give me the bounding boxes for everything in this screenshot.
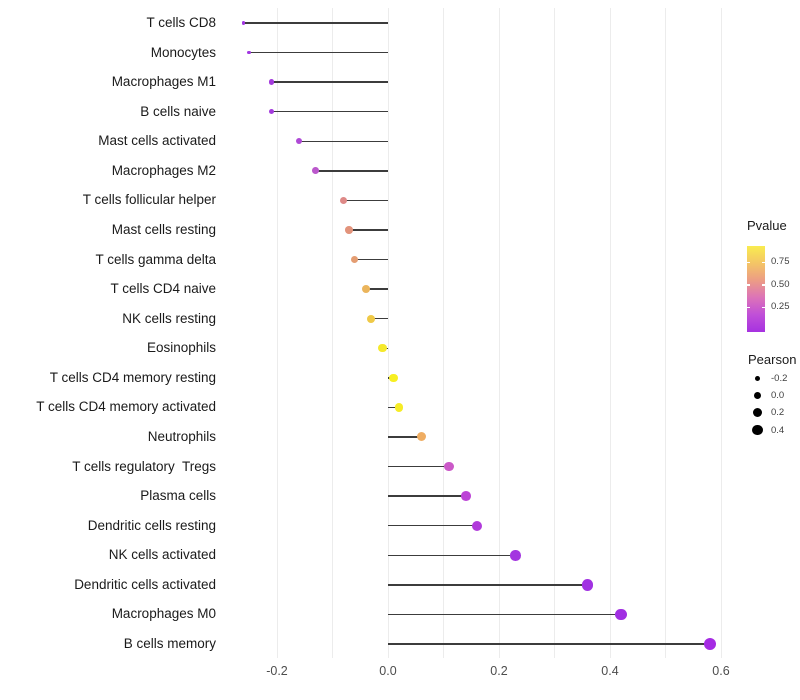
lollipop-stem [388,465,450,468]
lollipop-dot [268,79,275,85]
x-tick-label: 0.0 [379,664,397,678]
pvalue-legend-title: Pvalue [747,218,787,233]
lollipop-dot [460,491,471,502]
lollipop-dot [361,285,370,294]
category-label: T cells regulatory Tregs [72,458,216,474]
lollipop-dot [394,403,404,412]
category-label: T cells CD4 memory activated [36,399,216,415]
lollipop-dot [416,432,426,442]
lollipop-stem [365,288,388,290]
colorbar-tick-label: 0.75 [771,256,790,268]
category-label: T cells gamma delta [95,251,216,267]
colorbar-tick-label: 0.50 [771,278,790,290]
pearson-size-label: 0.0 [771,390,785,401]
pearson-size-label: 0.4 [771,424,785,436]
lollipop-stem [388,613,622,616]
x-gridline [332,8,333,658]
category-label: T cells follicular helper [82,192,216,208]
pvalue-colorbar [747,246,765,332]
lollipop-stem [388,436,422,438]
lollipop-stem [271,81,388,83]
category-label: Dendritic cells activated [74,576,216,592]
lollipop-dot [510,549,521,561]
lollipop-stem [388,495,466,497]
lollipop-dot [367,314,376,323]
lollipop-dot [242,21,246,25]
lollipop-stem [271,111,388,113]
category-label: NK cells resting [122,310,216,326]
x-gridline [443,8,444,658]
lollipop-stem [388,406,400,409]
lollipop-dot [296,138,303,145]
lollipop-dot [582,579,594,591]
lollipop-stem [315,170,388,172]
lollipop-dot [339,196,348,205]
lollipop-stem [299,140,388,142]
x-gridline [276,8,278,658]
category-label: T cells CD4 naive [110,281,216,297]
colorbar-tick [762,284,765,286]
colorbar-tick [747,306,750,309]
category-label: Macrophages M0 [111,606,216,622]
category-label: Mast cells activated [98,133,216,149]
lollipop-stem [388,554,516,556]
colorbar-tick [747,284,750,286]
lollipop-stem [371,318,388,320]
pearson-size-dot [752,408,763,418]
lollipop-stem [243,22,388,24]
pearson-size-dot [753,391,762,400]
category-label: Eosinophils [146,340,216,356]
x-gridline [609,8,611,658]
pearson-size-label: 0.2 [771,407,785,419]
lollipop-dot [471,520,482,531]
lollipop-dot [389,373,398,383]
category-label: T cells CD4 memory resting [49,369,216,385]
x-tick-label: 0.4 [601,664,619,678]
pearson-size-dot [754,375,761,382]
lollipop-stem [388,643,710,645]
colorbar-tick [762,261,765,264]
category-label: Neutrophils [147,428,216,444]
x-gridline [720,8,722,658]
x-gridline [498,8,500,658]
lollipop-dot [350,255,359,264]
category-label: Dendritic cells resting [87,517,216,533]
lollipop-dot [615,608,627,621]
lollipop-dot [312,167,320,175]
lollipop-stem [343,199,388,202]
category-label: B cells naive [140,103,216,119]
x-tick-label: -0.2 [266,664,288,678]
pearson-legend-title: Pearson [748,352,797,367]
lollipop-dot [444,461,454,472]
category-label: Mast cells resting [111,221,216,237]
colorbar-tick [747,261,750,264]
category-label: T cells CD8 [146,15,216,30]
lollipop-stem [249,51,388,54]
x-gridline [665,8,666,658]
category-label: NK cells activated [108,547,216,563]
x-tick-label: 0.2 [490,664,508,678]
lollipop-dot [268,109,275,115]
category-label: Plasma cells [140,488,216,504]
lollipop-dot [378,344,387,353]
pearson-size-dot [752,424,763,436]
lollipop-dot [703,637,717,651]
category-label: Monocytes [150,44,216,60]
category-label: B cells memory [123,635,216,651]
lollipop-stem [388,524,477,527]
lollipop-stem [349,229,388,231]
lollipop-dot [247,50,252,55]
pearson-size-label: -0.2 [771,372,788,384]
category-label: Macrophages M2 [111,162,216,178]
colorbar-tick-label: 0.25 [771,301,790,313]
category-label: Macrophages M1 [111,74,216,90]
lollipop-stem [354,258,388,261]
lollipop-dot [345,226,353,234]
x-gridline [387,8,389,658]
lollipop-stem [388,584,588,586]
x-tick-label: 0.6 [712,664,730,678]
colorbar-tick [762,306,765,309]
x-gridline [554,8,555,658]
